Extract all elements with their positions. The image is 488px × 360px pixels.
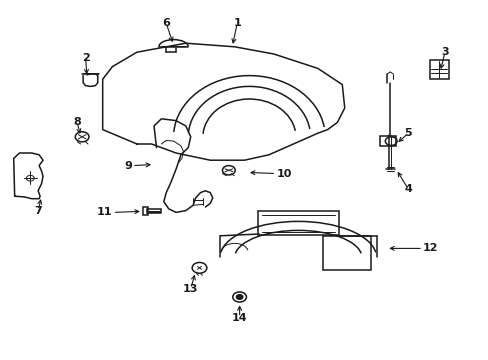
Text: 6: 6 bbox=[162, 18, 170, 28]
Text: 12: 12 bbox=[422, 243, 438, 253]
Text: 1: 1 bbox=[233, 18, 241, 28]
Text: 2: 2 bbox=[81, 53, 89, 63]
Circle shape bbox=[236, 294, 243, 300]
Bar bbox=[380, 136, 395, 146]
Text: 11: 11 bbox=[97, 207, 112, 217]
Text: 3: 3 bbox=[440, 47, 448, 57]
Text: 14: 14 bbox=[231, 312, 247, 323]
Text: 7: 7 bbox=[34, 206, 42, 216]
Bar bbox=[322, 236, 370, 270]
Text: 10: 10 bbox=[276, 168, 291, 179]
Text: 13: 13 bbox=[183, 284, 198, 294]
Bar bbox=[429, 60, 448, 79]
Bar bbox=[258, 211, 338, 235]
Text: 9: 9 bbox=[124, 161, 132, 171]
Bar bbox=[146, 209, 161, 213]
Text: 8: 8 bbox=[73, 117, 81, 127]
Text: 5: 5 bbox=[404, 128, 411, 138]
Bar bbox=[143, 207, 148, 215]
Text: 4: 4 bbox=[404, 184, 411, 194]
